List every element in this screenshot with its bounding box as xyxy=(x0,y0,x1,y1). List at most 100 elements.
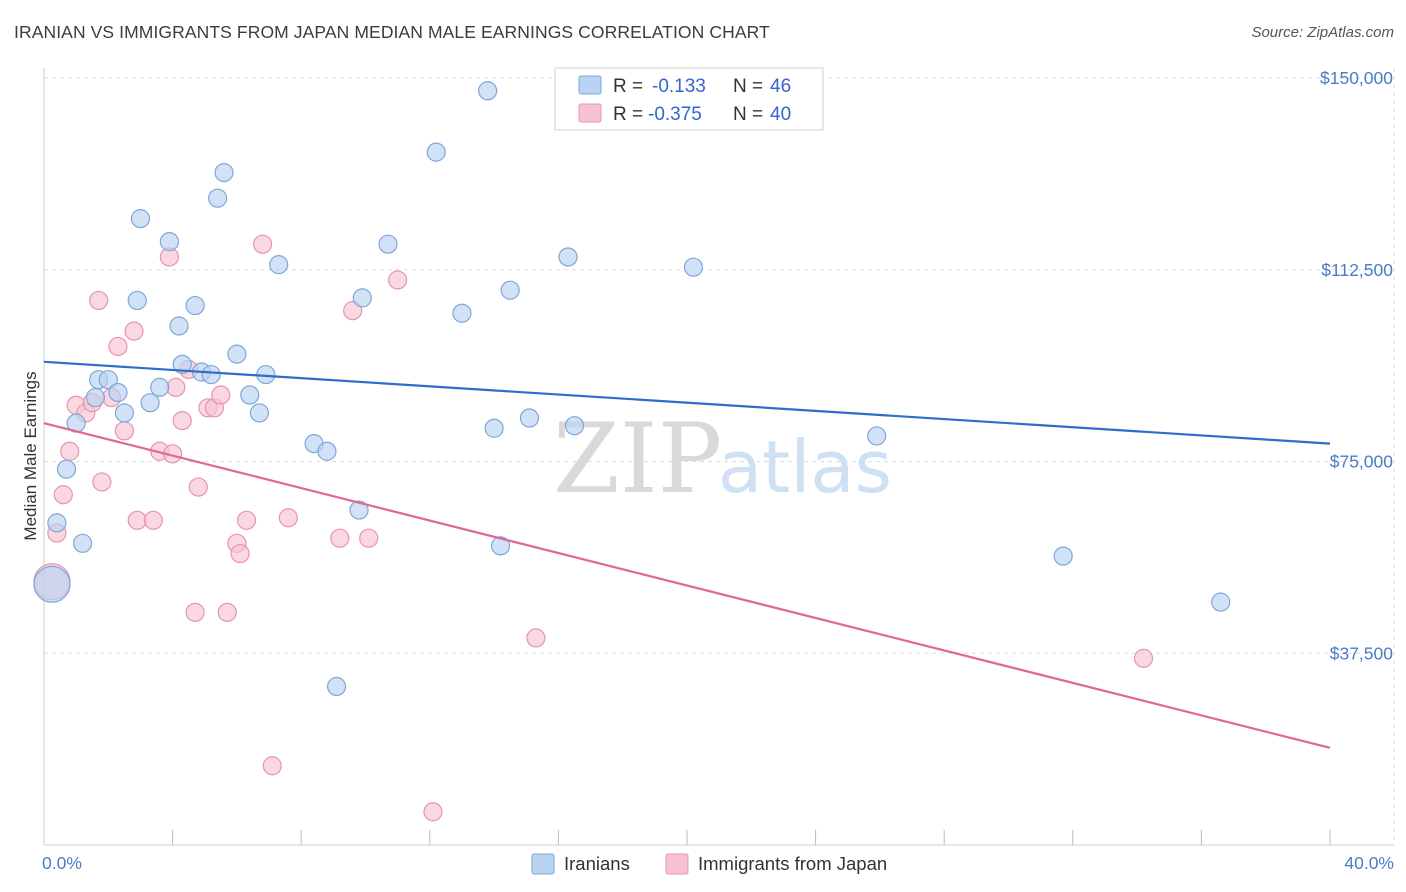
japan-point xyxy=(185,602,205,622)
x-tick-label-min: 0.0% xyxy=(42,853,82,873)
chart-title: IRANIAN VS IMMIGRANTS FROM JAPAN MEDIAN … xyxy=(14,22,770,42)
watermark-atlas: atlas xyxy=(718,425,892,509)
y-tick-label: $75,000 xyxy=(1330,452,1394,472)
iranian-point xyxy=(564,416,585,436)
iranian-point xyxy=(500,280,520,300)
legend-n-label-2: N = xyxy=(733,104,763,125)
japan-point xyxy=(172,410,192,431)
y-tick-label: $112,500 xyxy=(1321,260,1393,280)
legend-n-label-1: N = xyxy=(733,76,763,97)
iranian-point xyxy=(140,393,160,413)
chart-source: Source: ZipAtlas.com xyxy=(1251,24,1394,41)
legend-r-label-1: R = xyxy=(613,76,643,97)
iranian-point xyxy=(558,247,578,267)
series-immigrants-from-japan-points xyxy=(33,234,1154,822)
japan-point xyxy=(166,377,186,397)
iranian-point xyxy=(490,536,511,556)
iranian-point xyxy=(72,533,93,553)
legend-r-value-2: -0.375 xyxy=(648,104,702,125)
iranian-point xyxy=(1053,546,1073,566)
iranian-point xyxy=(169,316,189,336)
japan-point xyxy=(278,508,298,528)
iranian-point xyxy=(85,387,106,408)
japan-point xyxy=(89,290,109,311)
bottom-legend: Iranians Immigrants from Japan xyxy=(531,853,887,875)
x-ticks xyxy=(172,830,1331,845)
japan-point xyxy=(262,756,282,776)
iranian-point xyxy=(214,162,234,183)
legend: R = -0.133 N = 46 R = -0.375 N = 40 xyxy=(554,67,824,131)
bottom-legend-label-iranians: Iranians xyxy=(564,853,630,874)
y-tick-labels: $37,500 $75,000 $112,500 $150,000 xyxy=(1320,68,1393,663)
japan-point xyxy=(253,234,273,254)
iranian-point xyxy=(159,232,179,252)
iranian-point xyxy=(683,257,704,277)
iranian-point xyxy=(201,364,221,385)
japan-point xyxy=(1133,648,1154,668)
japan-point xyxy=(108,336,128,357)
legend-r-label-2: R = xyxy=(613,104,643,125)
bottom-legend-swatch-iranians xyxy=(531,853,555,875)
japan-point xyxy=(124,321,144,341)
japan-point xyxy=(330,528,350,548)
watermark: ZIP atlas xyxy=(553,403,892,515)
axes xyxy=(43,68,1394,846)
y-tick-label: $37,500 xyxy=(1330,643,1394,663)
japan-point xyxy=(343,301,363,321)
iranian-point xyxy=(114,403,134,423)
japan-point xyxy=(143,510,163,530)
iranian-point xyxy=(1211,592,1231,612)
japan-point xyxy=(236,510,257,530)
japan-point xyxy=(53,485,73,505)
iranian-point xyxy=(108,382,128,403)
japan-point xyxy=(60,441,80,461)
japan-point xyxy=(423,802,443,822)
iranian-point xyxy=(867,426,887,446)
legend-r-value-1: -0.133 xyxy=(652,76,706,97)
iranian-point xyxy=(130,209,151,229)
iranian-point xyxy=(127,290,147,311)
trend-line-japan xyxy=(43,422,1331,749)
x-tick-label-max: 40.0% xyxy=(1344,853,1394,873)
legend-swatch-iranians xyxy=(578,75,602,95)
iranian-point xyxy=(426,142,446,162)
iranian-point xyxy=(208,188,228,208)
japan-point xyxy=(127,510,147,530)
japan-point xyxy=(114,421,134,441)
japan-point xyxy=(388,270,408,290)
iranian-point xyxy=(326,676,347,697)
japan-point xyxy=(211,385,231,405)
series-iranians-points xyxy=(33,81,1231,697)
iranian-point xyxy=(352,288,372,308)
japan-point xyxy=(217,602,237,622)
iranian-point xyxy=(519,408,540,428)
iranian-point xyxy=(150,377,170,397)
japan-point xyxy=(359,528,379,548)
y-tick-label: $150,000 xyxy=(1320,68,1393,88)
iranian-point xyxy=(227,344,247,364)
legend-n-value-1: 46 xyxy=(770,76,791,97)
iranian-point xyxy=(249,403,270,423)
iranian-point xyxy=(349,500,369,520)
iranian-point xyxy=(185,295,205,316)
iranian-point xyxy=(452,303,472,323)
iranian-point xyxy=(378,234,398,254)
japan-point xyxy=(526,628,546,648)
japan-point xyxy=(230,543,250,564)
legend-n-value-2: 40 xyxy=(770,104,791,125)
trend-lines xyxy=(43,360,1331,749)
bottom-legend-swatch-japan xyxy=(665,853,689,875)
iranian-point xyxy=(269,255,289,275)
iranian-point xyxy=(33,565,71,603)
y-axis-label: Median Male Earnings xyxy=(21,371,40,540)
iranian-point xyxy=(317,441,337,461)
legend-swatch-japan xyxy=(578,103,602,123)
iranian-point xyxy=(98,370,118,390)
iranian-point xyxy=(484,418,504,438)
japan-point xyxy=(92,472,112,492)
japan-point xyxy=(188,477,208,497)
iranian-point xyxy=(240,385,260,405)
iranian-point xyxy=(172,354,192,374)
iranian-point xyxy=(47,513,67,533)
